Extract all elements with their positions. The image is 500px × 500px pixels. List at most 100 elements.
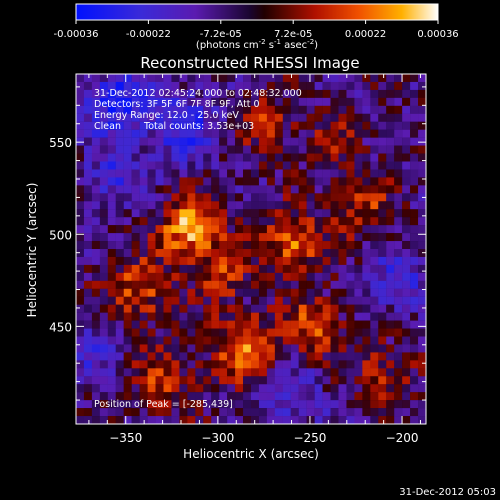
heatmap-cell xyxy=(163,161,172,170)
heatmap-cell xyxy=(258,288,268,297)
heatmap-cell xyxy=(76,153,85,162)
heatmap-cell xyxy=(378,153,387,162)
heatmap-cell xyxy=(418,89,426,99)
heatmap-cell xyxy=(171,328,180,337)
heatmap-cell xyxy=(378,400,387,409)
heatmap-cell xyxy=(179,233,188,242)
heatmap-cell xyxy=(354,201,363,210)
heatmap-cell xyxy=(83,89,93,99)
heatmap-cell xyxy=(314,169,323,178)
heatmap-cell xyxy=(418,328,426,337)
heatmap-cell xyxy=(354,320,363,329)
heatmap-cell xyxy=(290,217,299,226)
heatmap-cell xyxy=(163,368,172,377)
heatmap-cell xyxy=(123,201,132,210)
heatmap-cell xyxy=(282,169,291,178)
heatmap-cell xyxy=(155,304,164,313)
heatmap-cell xyxy=(123,320,132,329)
heatmap-cell xyxy=(91,288,101,297)
heatmap-cell xyxy=(235,121,244,130)
heatmap-cell xyxy=(274,288,283,297)
heatmap-cell xyxy=(155,320,164,329)
colorbar-tick-label: 0.00036 xyxy=(417,29,458,40)
heatmap-cell xyxy=(402,209,411,218)
heatmap-cell xyxy=(243,408,252,417)
heatmap-cell xyxy=(211,320,220,329)
heatmap-cell xyxy=(219,97,228,106)
heatmap-cell xyxy=(91,89,101,99)
heatmap-cell xyxy=(235,233,244,242)
heatmap-cell xyxy=(83,105,93,114)
heatmap-cell xyxy=(394,193,403,202)
heatmap-cell xyxy=(107,105,116,114)
heatmap-cell xyxy=(131,161,140,170)
heatmap-cell xyxy=(123,312,132,321)
heatmap-cell xyxy=(211,352,220,361)
heatmap-cell xyxy=(91,360,101,369)
heatmap-cell xyxy=(203,241,212,250)
heatmap-cell xyxy=(330,304,339,313)
heatmap-cell xyxy=(370,113,379,122)
heatmap-cell xyxy=(243,217,252,226)
heatmap-cell xyxy=(203,336,212,345)
heatmap-cell xyxy=(330,89,339,99)
heatmap-cell xyxy=(107,296,116,305)
heatmap-cell xyxy=(322,296,331,305)
heatmap-cell xyxy=(131,304,140,313)
heatmap-cell xyxy=(266,185,276,194)
heatmap-cell xyxy=(107,129,116,138)
heatmap-cell xyxy=(274,121,283,130)
heatmap-cell xyxy=(235,169,244,178)
heatmap-cell xyxy=(290,416,299,424)
heatmap-cell xyxy=(338,296,347,305)
heatmap-cell xyxy=(83,400,93,409)
heatmap-cell xyxy=(282,384,291,393)
heatmap-cell xyxy=(258,400,268,409)
heatmap-cell xyxy=(362,105,371,114)
heatmap-cell xyxy=(322,312,331,321)
heatmap-cell xyxy=(338,217,347,226)
heatmap-cell xyxy=(211,169,220,178)
heatmap-cell xyxy=(99,312,108,321)
heatmap-cell xyxy=(91,249,101,258)
heatmap-cell xyxy=(115,217,124,226)
heatmap-cell xyxy=(306,400,315,409)
heatmap-cell xyxy=(298,185,307,194)
heatmap-cell xyxy=(378,233,387,242)
heatmap-cell xyxy=(211,217,220,226)
heatmap-cell xyxy=(235,376,244,385)
heatmap-cell xyxy=(394,201,403,210)
heatmap-cell xyxy=(163,408,172,417)
heatmap-cell xyxy=(76,392,85,401)
heatmap-cell xyxy=(243,97,252,106)
heatmap-cell xyxy=(258,320,268,329)
heatmap-cell xyxy=(227,312,236,321)
heatmap-cell xyxy=(394,169,403,178)
heatmap-cell xyxy=(163,153,172,162)
heatmap-cell xyxy=(338,161,347,170)
heatmap-cell xyxy=(131,129,140,138)
footer-timestamp: 31-Dec-2012 05:03 xyxy=(399,487,496,498)
heatmap-cell xyxy=(386,336,395,345)
heatmap-cell xyxy=(155,217,164,226)
heatmap-cell xyxy=(227,217,236,226)
heatmap-cell xyxy=(354,137,363,146)
heatmap-cell xyxy=(76,408,85,417)
heatmap-cell xyxy=(139,193,148,202)
heatmap-cell xyxy=(227,193,236,202)
heatmap-cell xyxy=(338,272,347,281)
heatmap-cell xyxy=(386,145,395,154)
heatmap-cell xyxy=(155,193,164,202)
heatmap-cell xyxy=(195,105,204,114)
heatmap-cell xyxy=(76,368,85,377)
heatmap-cell xyxy=(171,304,180,313)
heatmap-cell xyxy=(179,97,188,106)
heatmap-cell xyxy=(410,384,419,393)
heatmap-cell xyxy=(330,169,339,178)
heatmap-cell xyxy=(227,264,236,274)
heatmap-cell xyxy=(219,256,228,266)
heatmap-cell xyxy=(195,169,204,178)
heatmap-cell xyxy=(410,233,419,242)
heatmap-cell xyxy=(402,177,411,186)
heatmap-cell xyxy=(195,264,204,274)
